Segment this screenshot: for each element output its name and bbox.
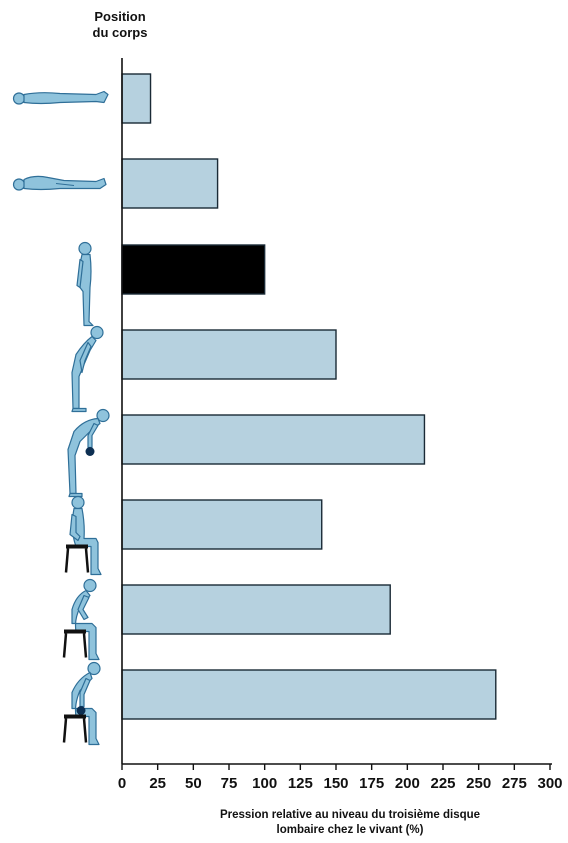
x-axis-title-line1: Pression relative au niveau du troisième… [219, 809, 481, 821]
bar-sitting-upright [121, 499, 323, 550]
standing-bent-forward-icon [71, 325, 104, 413]
x-tick-label: 275 [502, 775, 527, 792]
x-axis-title: Pression relative au niveau du troisième… [130, 808, 568, 838]
x-axis-title-line2: lombaire chez le vivant (%) [276, 824, 424, 836]
standing-bent-lifting-weight-icon [67, 408, 110, 498]
y-axis-title-line1: Position [94, 9, 146, 24]
bar-lying-supine [121, 73, 152, 124]
x-tick-label: 150 [323, 775, 348, 792]
x-tick-label: 175 [359, 775, 384, 792]
x-tick-label: 225 [430, 775, 455, 792]
x-tick-label: 50 [185, 775, 202, 792]
x-tick-label: 250 [466, 775, 491, 792]
x-tick-label: 25 [149, 775, 166, 792]
x-tick-label: 200 [395, 775, 420, 792]
x-tick-label: 75 [221, 775, 238, 792]
standing-icon [76, 241, 94, 327]
bars [121, 73, 497, 720]
bar-standing-bent-forward [121, 329, 337, 380]
x-tick-label: 125 [288, 775, 313, 792]
x-tick-label: 300 [537, 775, 562, 792]
sitting-upright-icon [64, 495, 102, 576]
body-position-figures [12, 90, 110, 746]
lying-side-icon [12, 175, 107, 191]
x-tick-label: 0 [118, 775, 126, 792]
bar-lying-side [121, 158, 219, 209]
y-axis-title: Position du corps [60, 9, 180, 41]
bar-sitting-bent-forward [121, 584, 391, 635]
sitting-bent-lifting-weight-icon [62, 661, 101, 746]
bar-standing-bent-lifting-weight [121, 414, 426, 465]
y-axis-title-line2: du corps [92, 25, 148, 40]
bar-standing [121, 244, 266, 295]
lying-supine-icon [12, 90, 109, 105]
sitting-bent-forward-icon [62, 578, 100, 661]
bar-sitting-bent-lifting-weight [121, 669, 497, 720]
x-tick-label: 100 [252, 775, 277, 792]
axes: 0 25 50 75 100 125 150 175 200 225 250 275 300 [118, 58, 563, 792]
